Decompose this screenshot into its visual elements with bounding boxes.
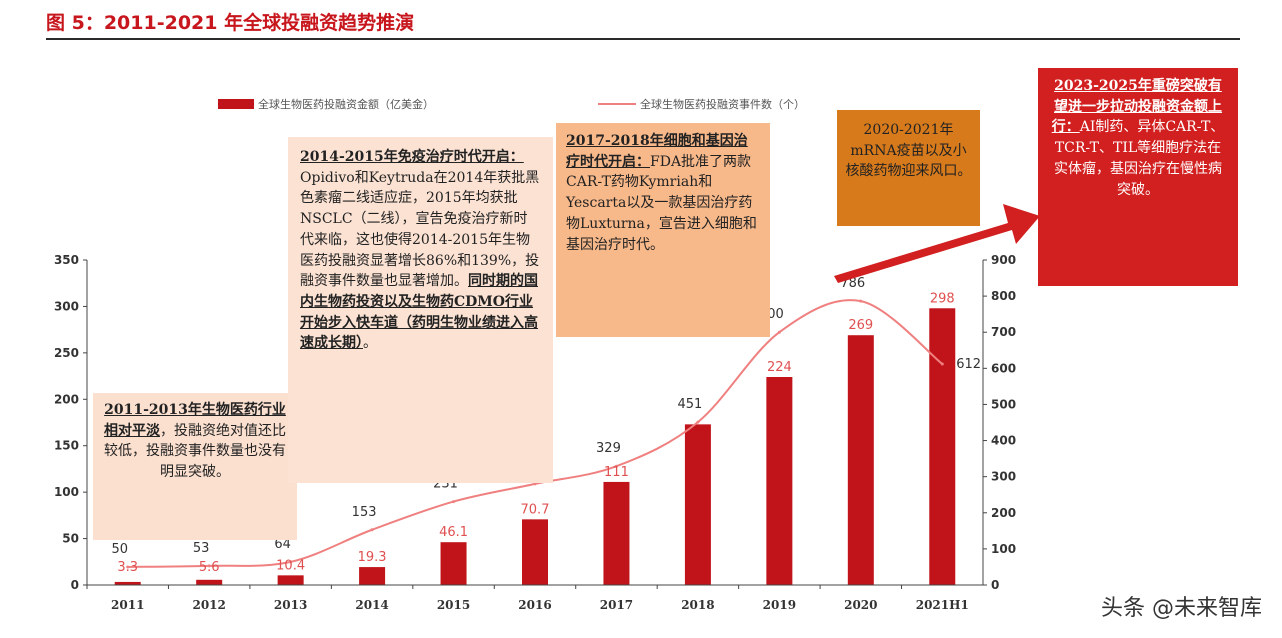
note-2014-2015: 2014-2015年免疫治疗时代开启：Opidivo和Keytruda在2014… <box>288 137 553 483</box>
title-rule <box>46 38 1240 40</box>
bar-data-label: 10.4 <box>276 558 305 573</box>
x-tick-label: 2016 <box>518 598 551 612</box>
line-data-label: 153 <box>352 505 377 520</box>
bar-data-label: 19.3 <box>358 550 387 565</box>
y-right-tick-label: 700 <box>991 325 1016 339</box>
x-tick-label: 2013 <box>274 598 307 612</box>
line-data-label: 451 <box>677 397 702 412</box>
line-data-label: 64 <box>274 537 291 552</box>
note-2011-2013: 2011-2013年生物医药行业相对平淡，投融资绝对值还比较低，投融资事件数量也… <box>93 393 297 540</box>
bar <box>440 542 467 585</box>
y-right-tick-label: 300 <box>991 470 1016 484</box>
line-point <box>777 330 781 334</box>
y-left-tick-label: 50 <box>62 532 79 546</box>
line-data-label: 612 <box>956 357 981 372</box>
bar-data-label: 5.6 <box>199 560 220 575</box>
bar <box>196 579 223 585</box>
line-point <box>940 362 944 366</box>
note-2020-2021: 2020-2021年mRNA疫苗以及小核酸药物迎来风口。 <box>837 110 980 226</box>
bar <box>603 481 630 585</box>
bar-data-label: 70.7 <box>521 502 550 517</box>
line-point <box>859 299 863 303</box>
y-right-tick-label: 500 <box>991 397 1016 411</box>
bar-data-label: 298 <box>930 291 955 306</box>
bar <box>766 377 793 585</box>
watermark: 头条 @未来智库 <box>1101 596 1262 621</box>
y-right-tick-label: 900 <box>991 253 1016 267</box>
x-tick-label: 2019 <box>763 598 796 612</box>
y-left-tick-label: 350 <box>54 253 79 267</box>
line-point <box>452 500 456 504</box>
y-right-tick-label: 600 <box>991 361 1016 375</box>
y-right-tick-label: 100 <box>991 542 1016 556</box>
bar <box>359 567 386 585</box>
y-right-tick-label: 400 <box>991 434 1016 448</box>
bar <box>847 335 874 585</box>
line-point <box>614 464 618 468</box>
bar <box>929 308 956 585</box>
x-tick-label: 2011 <box>111 598 144 612</box>
x-tick-label: 2018 <box>681 598 714 612</box>
bar-data-label: 224 <box>767 360 792 375</box>
y-left-tick-label: 200 <box>54 392 79 406</box>
line-point <box>533 482 537 486</box>
bar-data-label: 46.1 <box>439 525 468 540</box>
bar <box>522 519 548 585</box>
line-point <box>370 528 374 532</box>
x-tick-label: 2014 <box>355 598 388 612</box>
x-tick-label: 2012 <box>192 598 225 612</box>
bar-data-label: 269 <box>848 318 873 333</box>
note-2017-2018: 2017-2018年细胞和基因治疗时代开启：FDA批准了两款CAR-T药物Kym… <box>556 123 770 337</box>
line-point <box>207 564 211 568</box>
line-point <box>289 560 293 564</box>
figure-title: 图 5：2011-2021 年全球投融资趋势推演 <box>46 12 415 34</box>
x-tick-label: 2021H1 <box>916 598 969 612</box>
y-right-tick-label: 200 <box>991 506 1016 520</box>
y-left-tick-label: 150 <box>54 439 79 453</box>
bar-data-label: 3.3 <box>117 560 138 575</box>
bar <box>114 581 141 585</box>
y-right-tick-label: 0 <box>991 578 999 592</box>
bar <box>684 424 711 585</box>
y-left-tick-label: 300 <box>54 299 79 313</box>
line-data-label: 53 <box>193 541 210 556</box>
note-2023-2025: 2023-2025年重磅突破有望进一步拉动投融资金额上行：AI制药、异体CAR-… <box>1038 68 1238 286</box>
bar-data-label: 111 <box>604 465 629 480</box>
y-left-tick-label: 250 <box>54 346 79 360</box>
x-tick-label: 2015 <box>437 598 470 612</box>
line-data-label: 329 <box>596 441 621 456</box>
y-left-tick-label: 100 <box>54 485 79 499</box>
legend-label-line: 全球生物医药投融资事件数（个） <box>640 97 805 111</box>
legend-swatch-bar <box>218 99 254 109</box>
x-tick-label: 2020 <box>844 598 877 612</box>
trend-arrow <box>834 204 1040 283</box>
y-left-tick-label: 0 <box>71 578 79 592</box>
line-point <box>126 565 130 569</box>
bar <box>277 575 304 585</box>
events-line <box>127 299 943 568</box>
x-tick-label: 2017 <box>600 598 633 612</box>
line-data-label: 50 <box>111 542 128 557</box>
y-right-tick-label: 800 <box>991 289 1016 303</box>
line-point <box>696 420 700 424</box>
legend-label-bar: 全球生物医药投融资金额（亿美金） <box>258 97 434 111</box>
